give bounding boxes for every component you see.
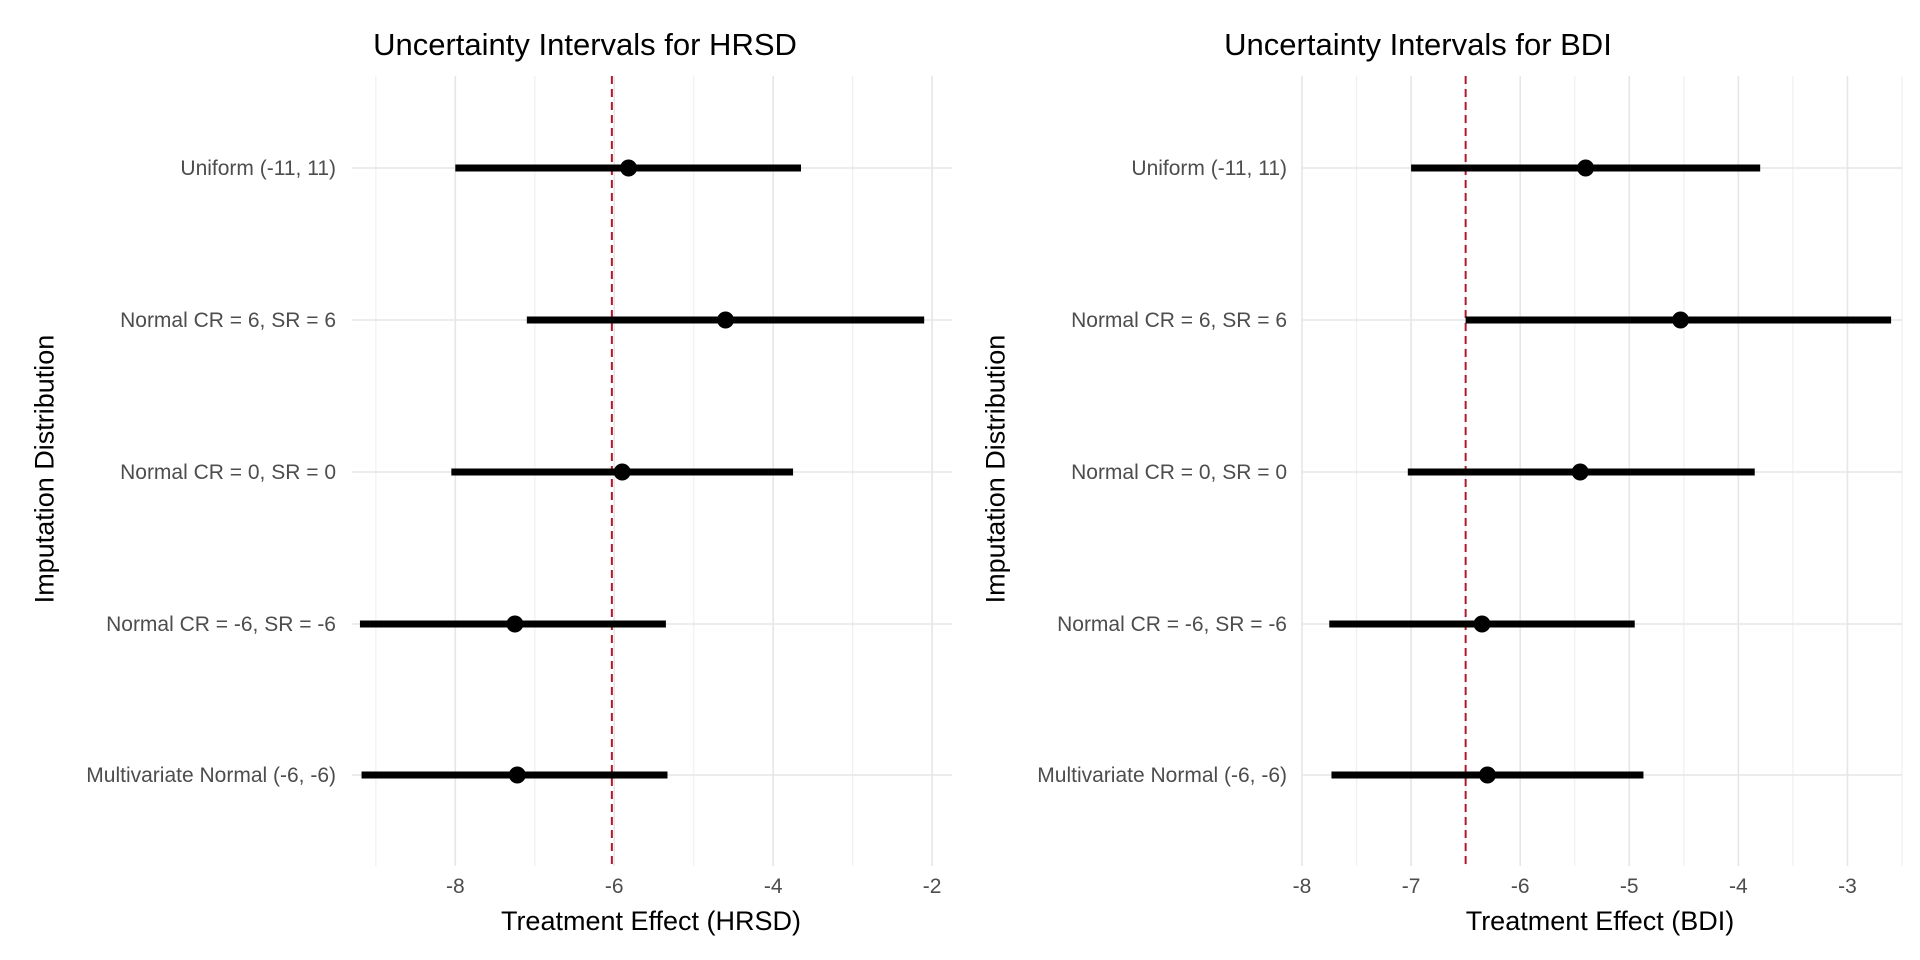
category-label: Uniform (-11, 11) xyxy=(180,157,336,180)
x-tick-label: -6 xyxy=(605,875,624,898)
point-estimate xyxy=(613,463,631,481)
x-axis-title: Treatment Effect (BDI) xyxy=(1466,906,1735,936)
category-label: Normal CR = -6, SR = -6 xyxy=(106,613,336,636)
point-estimate xyxy=(717,311,735,329)
x-tick-label: -8 xyxy=(1293,875,1312,898)
category-label: Multivariate Normal (-6, -6) xyxy=(86,764,336,787)
point-estimate xyxy=(1577,159,1595,177)
category-label: Uniform (-11, 11) xyxy=(1131,157,1287,180)
y-axis-title: Imputation Distribution xyxy=(980,335,1010,604)
chart-title: Uncertainty Intervals for BDI xyxy=(1224,27,1612,62)
category-label: Normal CR = -6, SR = -6 xyxy=(1057,613,1287,636)
category-label: Normal CR = 0, SR = 0 xyxy=(1071,461,1287,484)
x-tick-label: -7 xyxy=(1402,875,1421,898)
point-estimate xyxy=(1571,463,1589,481)
category-label: Normal CR = 6, SR = 6 xyxy=(120,309,336,332)
category-label: Normal CR = 0, SR = 0 xyxy=(120,461,336,484)
x-tick-label: -6 xyxy=(1511,875,1530,898)
x-tick-label: -5 xyxy=(1620,875,1639,898)
point-estimate xyxy=(1473,615,1491,633)
x-axis-title: Treatment Effect (HRSD) xyxy=(501,906,801,936)
point-estimate xyxy=(1478,766,1496,784)
point-estimate xyxy=(506,615,524,633)
x-tick-label: -4 xyxy=(1729,875,1748,898)
y-axis-title: Imputation Distribution xyxy=(29,335,59,604)
x-tick-label: -8 xyxy=(446,875,465,898)
category-label: Normal CR = 6, SR = 6 xyxy=(1071,309,1287,332)
category-label: Multivariate Normal (-6, -6) xyxy=(1037,764,1287,787)
x-tick-label: -4 xyxy=(764,875,783,898)
chart-title: Uncertainty Intervals for HRSD xyxy=(373,27,797,62)
point-estimate xyxy=(620,159,638,177)
x-tick-label: -2 xyxy=(923,875,942,898)
point-estimate xyxy=(508,766,526,784)
point-estimate xyxy=(1672,311,1690,329)
x-tick-label: -3 xyxy=(1838,875,1857,898)
